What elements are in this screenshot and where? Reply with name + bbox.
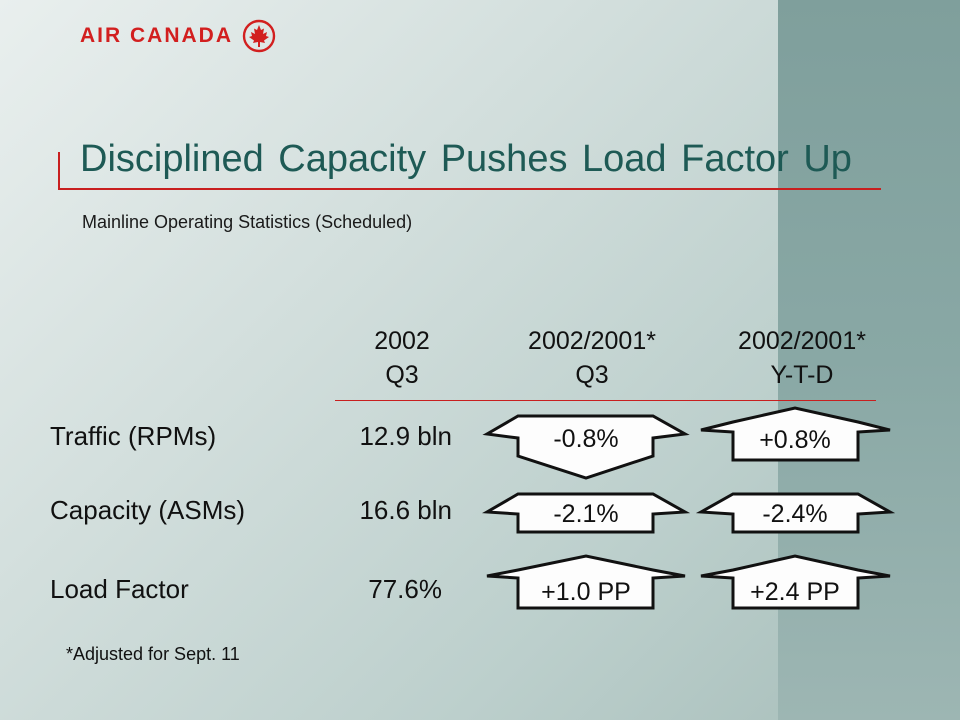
row-value-capacity: 16.6 bln [359, 495, 452, 525]
column-header-line1: 2002 [374, 327, 430, 355]
up-arrow-box-traffic-ytd: +0.8% [700, 406, 891, 462]
change-value: -2.4% [762, 500, 827, 528]
change-value: +1.0 PP [541, 578, 631, 606]
column-header-line2: Q3 [385, 361, 419, 389]
header-divider [335, 400, 876, 401]
up-arrow-box-load-factor-q3: +1.0 PP [486, 554, 686, 610]
column-header-line1: 2002/2001* [528, 327, 656, 355]
row-label-load-factor: Load Factor [50, 574, 189, 604]
page-subtitle: Mainline Operating Statistics (Scheduled… [82, 212, 413, 232]
column-header-change-q3: 2002/2001* Q3 [500, 324, 684, 392]
column-header-change-ytd: 2002/2001* Y-T-D [710, 324, 894, 392]
title-accent-bar [58, 152, 60, 190]
row-label-capacity: Capacity (ASMs) [50, 495, 246, 525]
column-header-line2: Q3 [575, 361, 609, 389]
row-value-traffic: 12.9 bln [359, 421, 452, 451]
change-value: -2.1% [553, 500, 618, 528]
column-header-line1: 2002/2001* [738, 327, 866, 355]
row-label-traffic: Traffic (RPMs) [50, 421, 217, 451]
up-arrow-box-load-factor-ytd: +2.4 PP [700, 554, 891, 610]
page-title: Disciplined Capacity Pushes Load Factor … [80, 138, 852, 180]
change-value: +2.4 PP [750, 578, 840, 606]
maple-leaf-roundel-icon [242, 19, 276, 53]
column-header-2002-q3: 2002 Q3 [342, 324, 462, 392]
row-value-load-factor: 77.6% [368, 574, 442, 604]
flat-arrow-box-capacity-q3: -2.1% [481, 492, 691, 534]
flat-arrow-box-capacity-ytd: -2.4% [695, 492, 896, 534]
down-arrow-box-traffic-q3: -0.8% [482, 414, 690, 480]
change-value: -0.8% [553, 425, 618, 453]
change-value: +0.8% [759, 426, 831, 454]
brand-name: AIR CANADA [80, 24, 233, 47]
title-underline [58, 188, 881, 190]
brand-logo: AIR CANADA [80, 16, 277, 56]
column-header-line2: Y-T-D [770, 361, 834, 389]
footnote: *Adjusted for Sept. 11 [66, 644, 240, 664]
